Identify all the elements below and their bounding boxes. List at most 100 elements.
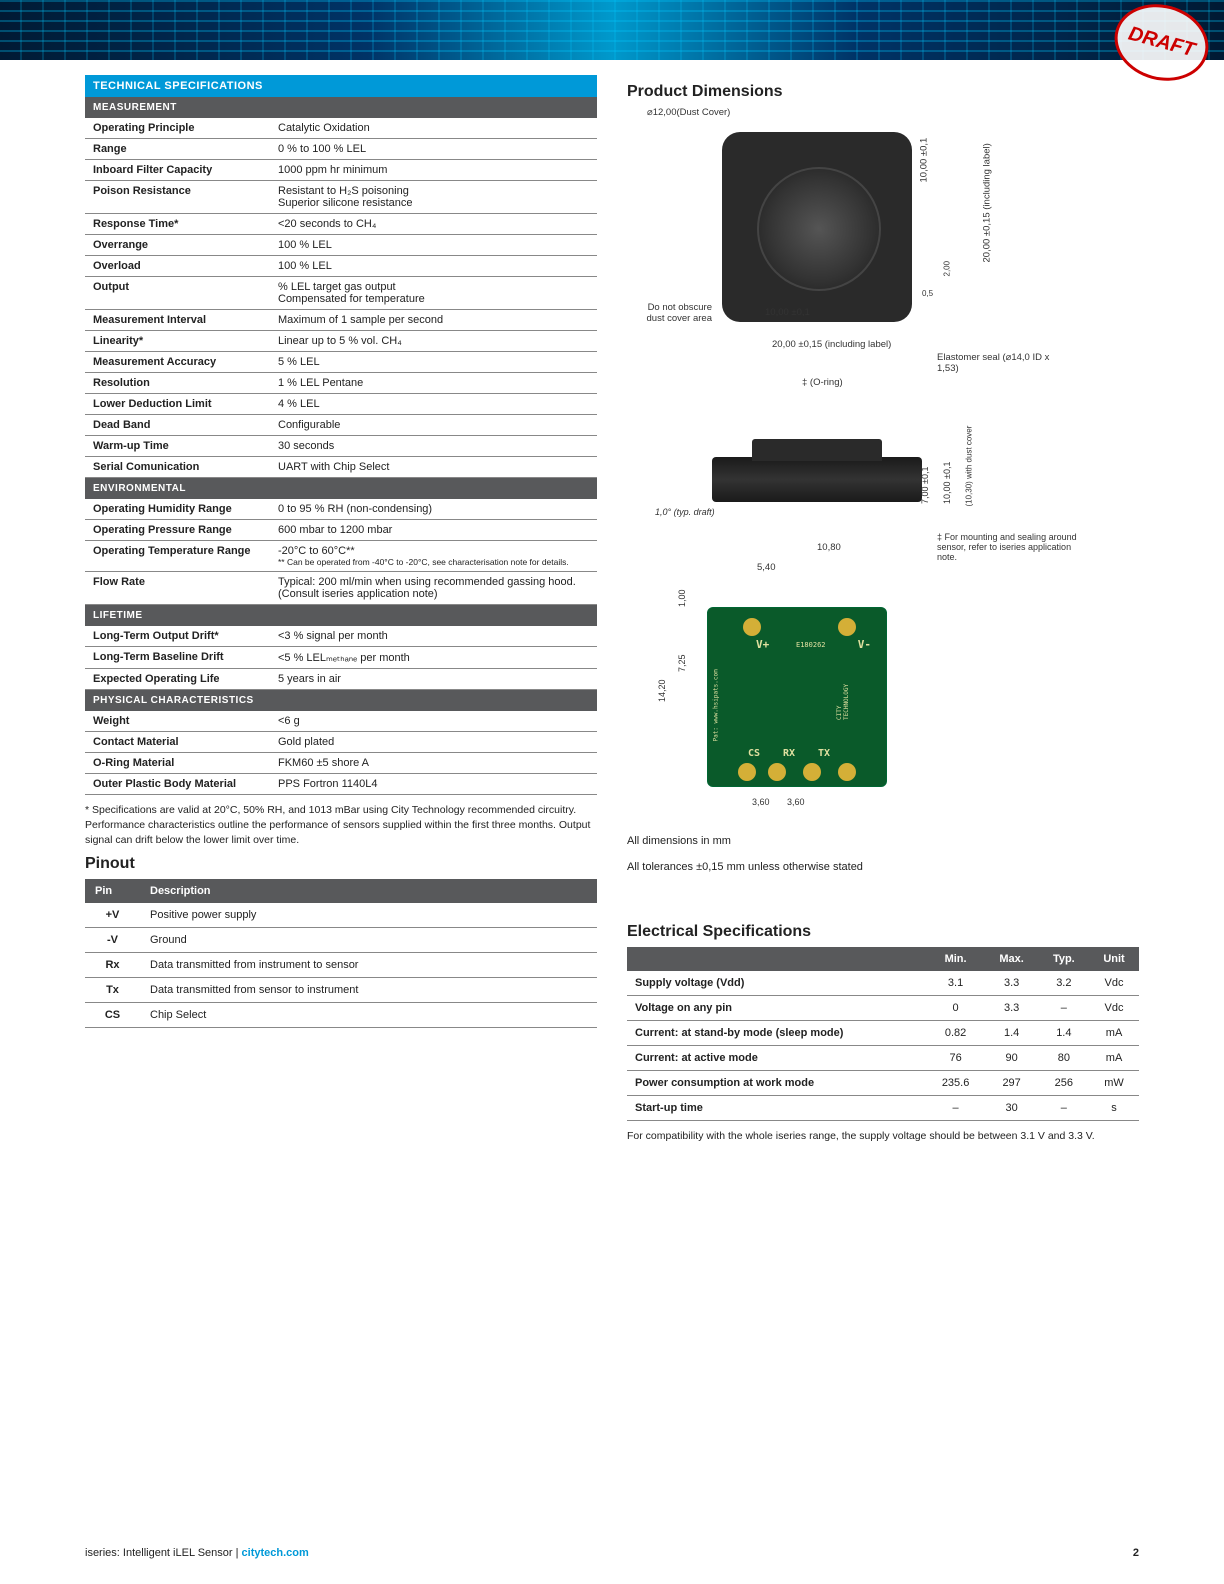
- pcb-pad-3: [803, 763, 821, 781]
- elec-typ: –: [1039, 1096, 1089, 1121]
- pcb-rx: RX: [783, 748, 795, 759]
- dim-1080: 10,80: [817, 542, 841, 553]
- spec-key: Expected Operating Life: [85, 669, 270, 690]
- section-header: ENVIRONMENTAL: [85, 478, 597, 500]
- spec-key: Overload: [85, 256, 270, 277]
- elec-unit: mA: [1089, 1046, 1139, 1071]
- spec-val: 100 % LEL: [270, 235, 597, 256]
- spec-val: 30 seconds: [270, 436, 597, 457]
- pin-name: -V: [85, 928, 140, 953]
- pin-desc: Data transmitted from sensor to instrume…: [140, 978, 597, 1003]
- pcb-pad-4: [838, 763, 856, 781]
- pcb-vminus: V-: [858, 638, 871, 651]
- spec-key: Warm-up Time: [85, 436, 270, 457]
- footer-product: iseries: Intelligent iLEL Sensor | cityt…: [85, 1547, 309, 1559]
- elec-unit: Vdc: [1089, 996, 1139, 1021]
- spec-key: Weight: [85, 711, 270, 732]
- spec-key: Resolution: [85, 373, 270, 394]
- spec-key: O-Ring Material: [85, 753, 270, 774]
- pin-desc: Ground: [140, 928, 597, 953]
- section-header: LIFETIME: [85, 605, 597, 627]
- pcb-pad-1: [738, 763, 756, 781]
- spec-val: % LEL target gas outputCompensated for t…: [270, 277, 597, 310]
- dim-7: 7,00 ±0,1: [920, 467, 930, 504]
- spec-key: Operating Temperature Range: [85, 541, 270, 572]
- spec-key: Outer Plastic Body Material: [85, 774, 270, 795]
- spec-val: Catalytic Oxidation: [270, 118, 597, 139]
- dust-cover-label: ⌀12,00(Dust Cover): [647, 107, 730, 118]
- page-footer: iseries: Intelligent iLEL Sensor | cityt…: [85, 1547, 1139, 1559]
- spec-key: Contact Material: [85, 732, 270, 753]
- dims-title: Product Dimensions: [627, 83, 1139, 101]
- elec-typ: 1.4: [1039, 1021, 1089, 1046]
- elec-unit: mW: [1089, 1071, 1139, 1096]
- spec-val: 1000 ppm hr minimum: [270, 160, 597, 181]
- spec-footnote: * Specifications are valid at 20°C, 50% …: [85, 803, 597, 847]
- spec-key: Poison Resistance: [85, 181, 270, 214]
- spec-key: Operating Pressure Range: [85, 520, 270, 541]
- spec-key: Linearity*: [85, 331, 270, 352]
- spec-val: UART with Chip Select: [270, 457, 597, 478]
- dim-20: 20,00 ±0,15 (including label): [772, 339, 891, 350]
- spec-key: Response Time*: [85, 214, 270, 235]
- spec-val: -20°C to 60°C**** Can be operated from -…: [270, 541, 597, 572]
- dim-2: 2,00: [943, 261, 952, 277]
- elec-max: 1.4: [985, 1021, 1039, 1046]
- spec-val: 4 % LEL: [270, 394, 597, 415]
- spec-val: Configurable: [270, 415, 597, 436]
- pcb-cs: CS: [748, 748, 760, 759]
- section-header: PHYSICAL CHARACTERISTICS: [85, 690, 597, 712]
- mounting-note: ‡ For mounting and sealing around sensor…: [937, 532, 1087, 562]
- elec-key: Current: at active mode: [627, 1046, 927, 1071]
- elec-table: Min. Max. Typ. Unit Supply voltage (Vdd)…: [627, 947, 1139, 1121]
- pcb-pad-5: [743, 618, 761, 636]
- pcb-bottom-view: V+ V- CS RX TX E180262 CITY TECHNOLOGY P…: [707, 607, 887, 787]
- elec-key: Power consumption at work mode: [627, 1071, 927, 1096]
- pin-col-1: Description: [140, 879, 597, 903]
- elec-title: Electrical Specifications: [627, 923, 1139, 941]
- elec-col-2: Max.: [985, 947, 1039, 971]
- spec-val: <6 g: [270, 711, 597, 732]
- dim-725: 7,25: [677, 654, 687, 672]
- spec-val: 5 years in air: [270, 669, 597, 690]
- pin-name: +V: [85, 903, 140, 928]
- elec-key: Current: at stand-by mode (sleep mode): [627, 1021, 927, 1046]
- left-column: TECHNICAL SPECIFICATIONS MEASUREMENT Oper…: [85, 75, 597, 1144]
- pin-name: CS: [85, 1003, 140, 1028]
- spec-key: Flow Rate: [85, 572, 270, 605]
- spec-val: Resistant to H₂S poisoningSuperior silic…: [270, 181, 597, 214]
- elec-min: 235.6: [927, 1071, 985, 1096]
- elec-min: 0.82: [927, 1021, 985, 1046]
- pcb-pad-2: [768, 763, 786, 781]
- pin-col-0: Pin: [85, 879, 140, 903]
- sensor-top-view: [722, 132, 912, 322]
- spec-key: Overrange: [85, 235, 270, 256]
- elec-col-3: Typ.: [1039, 947, 1089, 971]
- elec-min: –: [927, 1096, 985, 1121]
- dimensions-diagram: ⌀12,00(Dust Cover) Do not obscure dust c…: [627, 107, 1139, 827]
- elec-col-1: Min.: [927, 947, 985, 971]
- elec-col-4: Unit: [1089, 947, 1139, 971]
- spec-key: Long-Term Baseline Drift: [85, 647, 270, 669]
- elec-min: 3.1: [927, 971, 985, 996]
- pcb-pad-6: [838, 618, 856, 636]
- spec-val: 0 % to 100 % LEL: [270, 139, 597, 160]
- dim-10: 10,00 ±0,1: [765, 307, 810, 318]
- spec-val: Linear up to 5 % vol. CH₄: [270, 331, 597, 352]
- section-header: MEASUREMENT: [85, 97, 597, 118]
- elec-min: 0: [927, 996, 985, 1021]
- spec-key: Lower Deduction Limit: [85, 394, 270, 415]
- elec-typ: 3.2: [1039, 971, 1089, 996]
- dim-1420: 14,20: [657, 679, 667, 702]
- elec-key: Supply voltage (Vdd): [627, 971, 927, 996]
- elec-max: 3.3: [985, 971, 1039, 996]
- spec-title: TECHNICAL SPECIFICATIONS: [85, 75, 597, 97]
- elec-typ: 256: [1039, 1071, 1089, 1096]
- dim-v1: 10,00 ±0,1: [919, 138, 930, 183]
- spec-val: PPS Fortron 1140L4: [270, 774, 597, 795]
- elec-max: 90: [985, 1046, 1039, 1071]
- spec-val: Typical: 200 ml/min when using recommend…: [270, 572, 597, 605]
- dim-v2: 20,00 ±0,15 (including label): [982, 143, 993, 262]
- elec-unit: Vdc: [1089, 971, 1139, 996]
- spec-key: Serial Comunication: [85, 457, 270, 478]
